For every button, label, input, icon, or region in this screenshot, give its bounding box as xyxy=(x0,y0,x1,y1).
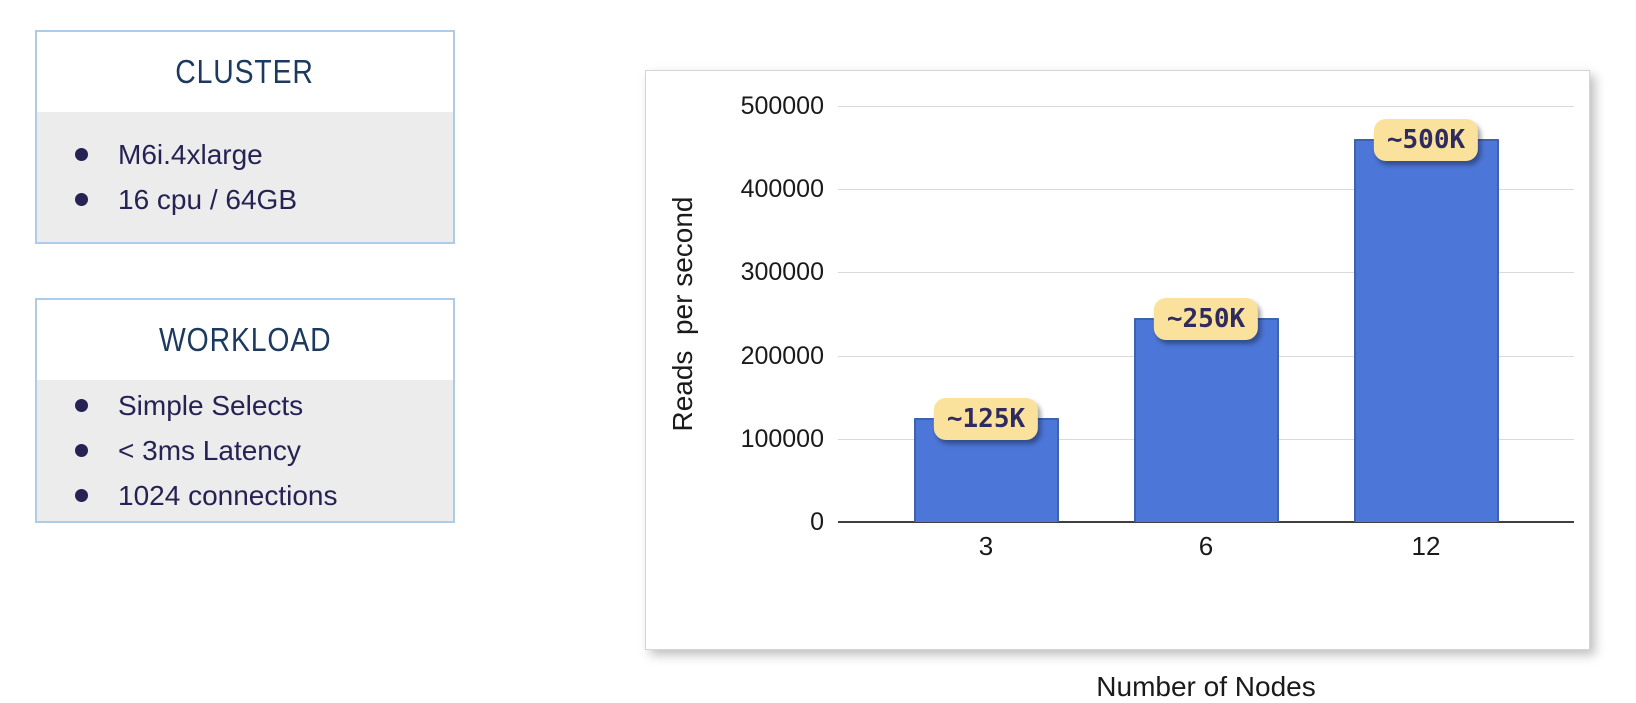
bar-group-12-nodes: ~500K xyxy=(1316,106,1536,522)
y-tick-label: 100000 xyxy=(740,424,824,453)
value-badge: ~250K xyxy=(1153,298,1259,341)
bar-group-3-nodes: ~125K xyxy=(876,106,1096,522)
workload-box-title: WORKLOAD xyxy=(158,321,332,358)
list-item-text: 1024 connections xyxy=(118,479,338,511)
y-tick-label: 0 xyxy=(810,508,824,536)
bar-chart-panel: Reads per second 500000 400000 300000 20… xyxy=(645,70,1590,702)
bullet-icon xyxy=(75,399,88,412)
bullet-icon xyxy=(75,489,88,502)
cluster-list: M6i.4xlarge 16 cpu / 64GB xyxy=(37,132,453,222)
list-item: M6i.4xlarge xyxy=(37,132,453,177)
x-tick-label: 6 xyxy=(1198,531,1214,561)
workload-box-header: WORKLOAD xyxy=(37,300,453,380)
cluster-box-header: CLUSTER xyxy=(37,32,453,112)
value-badge: ~500K xyxy=(1373,119,1479,162)
list-item: Simple Selects xyxy=(37,383,453,428)
y-axis-title: Reads per second xyxy=(667,196,698,432)
list-item: 1024 connections xyxy=(37,473,453,518)
workload-list: Simple Selects < 3ms Latency 1024 connec… xyxy=(37,383,453,518)
bullet-icon xyxy=(75,444,88,457)
bars-row: ~125K ~250K ~500K xyxy=(838,106,1574,522)
y-tick-label: 200000 xyxy=(740,341,824,370)
value-badge: ~125K xyxy=(933,398,1039,440)
gridline xyxy=(838,106,1574,107)
list-item: 16 cpu / 64GB xyxy=(37,177,453,222)
y-tick-label: 400000 xyxy=(740,175,824,204)
x-ticks-row: 3 6 12 xyxy=(838,531,1574,561)
workload-box: WORKLOAD Simple Selects < 3ms Latency 10… xyxy=(35,298,455,523)
cluster-box-body: M6i.4xlarge 16 cpu / 64GB xyxy=(37,112,453,242)
bar-6-nodes xyxy=(1133,318,1279,522)
cluster-box-title: CLUSTER xyxy=(175,53,315,90)
x-tick-label: 3 xyxy=(978,531,994,561)
gridline xyxy=(838,272,1574,274)
x-axis-title: Number of Nodes xyxy=(1096,671,1316,702)
x-tick-label: 12 xyxy=(1411,531,1441,561)
workload-box-body: Simple Selects < 3ms Latency 1024 connec… xyxy=(37,380,453,521)
cluster-box: CLUSTER M6i.4xlarge 16 cpu / 64GB xyxy=(35,30,455,244)
y-tick-label: 500000 xyxy=(740,92,824,120)
list-item-text: < 3ms Latency xyxy=(118,434,301,466)
bar-group-6-nodes: ~250K xyxy=(1096,106,1316,522)
list-item-text: M6i.4xlarge xyxy=(118,138,263,170)
plot-area: 500000 400000 300000 200000 100000 0 ~12… xyxy=(741,92,1574,536)
x-axis-line xyxy=(838,521,1574,523)
list-item-text: Simple Selects xyxy=(118,389,304,421)
bullet-icon xyxy=(75,148,88,161)
list-item-text: 16 cpu / 64GB xyxy=(118,183,298,215)
gridline xyxy=(838,189,1574,191)
bullet-icon xyxy=(75,193,88,206)
bar-12-nodes xyxy=(1353,139,1499,522)
y-tick-label: 300000 xyxy=(740,258,824,287)
list-item: < 3ms Latency xyxy=(37,428,453,473)
